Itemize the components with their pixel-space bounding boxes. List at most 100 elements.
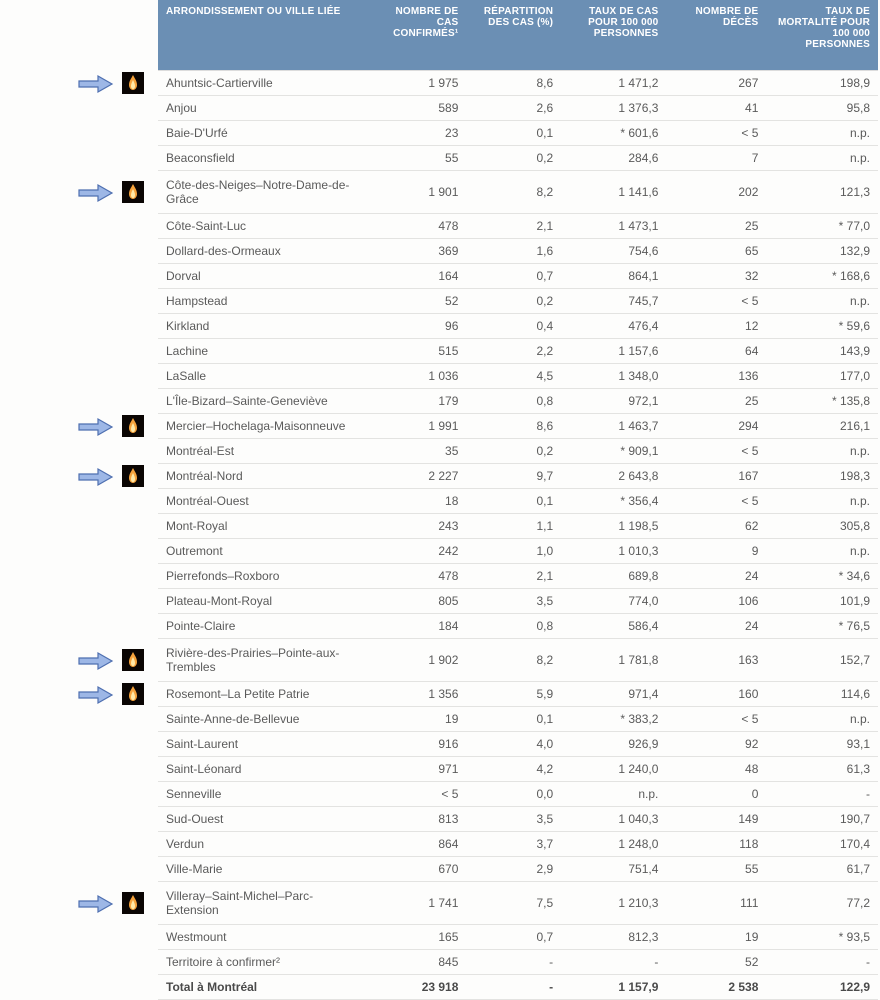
cell-rate: 745,7 <box>561 289 666 314</box>
cell-mrate: 305,8 <box>766 514 878 539</box>
cell-cases: 18 <box>374 489 467 514</box>
cell-deaths: 12 <box>666 314 766 339</box>
cell-cases: 1 991 <box>374 414 467 439</box>
cell-cases: 1 741 <box>374 882 467 925</box>
cell-pct: 0,7 <box>466 264 561 289</box>
cell-rate: 1 010,3 <box>561 539 666 564</box>
cell-mrate: 132,9 <box>766 239 878 264</box>
cell-rate: 864,1 <box>561 264 666 289</box>
cell-name: Villeray–Saint-Michel–Parc-Extension <box>158 882 374 925</box>
cell-mrate: n.p. <box>766 707 878 732</box>
table-row: Montréal-Nord2 2279,72 643,8167198,3 <box>158 464 878 489</box>
cell-mrate: n.p. <box>766 439 878 464</box>
cell-rate: * 909,1 <box>561 439 666 464</box>
cell-cases: 589 <box>374 96 467 121</box>
cell-rate: 2 643,8 <box>561 464 666 489</box>
cell-mrate: 170,4 <box>766 832 878 857</box>
cell-deaths: 0 <box>666 782 766 807</box>
cell-rate: 1 157,9 <box>561 975 666 1000</box>
cell-deaths: < 5 <box>666 289 766 314</box>
cell-name: Saint-Léonard <box>158 757 374 782</box>
cell-deaths: 55 <box>666 857 766 882</box>
arrow-icon <box>78 894 114 912</box>
cell-cases: 1 901 <box>374 171 467 214</box>
cell-pct: 0,1 <box>466 707 561 732</box>
cell-pct: 4,0 <box>466 732 561 757</box>
cell-mrate: 152,7 <box>766 639 878 682</box>
cell-deaths: 92 <box>666 732 766 757</box>
cell-deaths: 41 <box>666 96 766 121</box>
cell-cases: 515 <box>374 339 467 364</box>
cell-mrate: - <box>766 782 878 807</box>
cell-rate: 1 471,2 <box>561 71 666 96</box>
cell-rate: 1 141,6 <box>561 171 666 214</box>
cell-name: Montréal-Ouest <box>158 489 374 514</box>
cell-pct: 2,2 <box>466 339 561 364</box>
cell-name: Mont-Royal <box>158 514 374 539</box>
table-row: Ahuntsic-Cartierville1 9758,61 471,22671… <box>158 71 878 96</box>
cell-name: Rivière-des-Prairies–Pointe-aux-Trembles <box>158 639 374 682</box>
table-row: Rosemont–La Petite Patrie1 3565,9971,416… <box>158 682 878 707</box>
cell-mrate: 95,8 <box>766 96 878 121</box>
cell-mrate: 61,7 <box>766 857 878 882</box>
row-marker <box>78 649 144 671</box>
cell-pct: 2,6 <box>466 96 561 121</box>
table-row: Total à Montréal23 918-1 157,92 538122,9 <box>158 975 878 1000</box>
cell-mrate: 190,7 <box>766 807 878 832</box>
cell-deaths: 294 <box>666 414 766 439</box>
table-row: Anjou5892,61 376,34195,8 <box>158 96 878 121</box>
flame-icon <box>122 181 144 203</box>
cell-pct: 7,5 <box>466 882 561 925</box>
cell-rate: 1 781,8 <box>561 639 666 682</box>
cell-mrate: n.p. <box>766 146 878 171</box>
cell-rate: 1 210,3 <box>561 882 666 925</box>
table-row: L'Île-Bizard–Sainte-Geneviève1790,8972,1… <box>158 389 878 414</box>
cell-deaths: 62 <box>666 514 766 539</box>
cell-mrate: 177,0 <box>766 364 878 389</box>
cell-deaths: 25 <box>666 214 766 239</box>
cell-mrate: * 135,8 <box>766 389 878 414</box>
flame-icon <box>122 649 144 671</box>
cell-deaths: 65 <box>666 239 766 264</box>
cell-rate: 751,4 <box>561 857 666 882</box>
flame-icon <box>122 683 144 705</box>
cell-deaths: 48 <box>666 757 766 782</box>
cell-rate: n.p. <box>561 782 666 807</box>
cell-pct: 9,7 <box>466 464 561 489</box>
cell-deaths: < 5 <box>666 121 766 146</box>
cell-name: Beaconsfield <box>158 146 374 171</box>
cell-name: Mercier–Hochelaga-Maisonneuve <box>158 414 374 439</box>
cell-cases: 23 918 <box>374 975 467 1000</box>
row-marker <box>78 72 144 94</box>
cell-mrate: n.p. <box>766 121 878 146</box>
cell-name: Westmount <box>158 925 374 950</box>
cell-rate: 1 040,3 <box>561 807 666 832</box>
arrow-icon <box>78 74 114 92</box>
cell-rate: 1 157,6 <box>561 339 666 364</box>
row-marker <box>78 892 144 914</box>
cell-pct: - <box>466 975 561 1000</box>
cell-mrate: * 76,5 <box>766 614 878 639</box>
cell-deaths: 267 <box>666 71 766 96</box>
cell-deaths: 25 <box>666 389 766 414</box>
cell-cases: 19 <box>374 707 467 732</box>
cell-name: Total à Montréal <box>158 975 374 1000</box>
cell-pct: 1,6 <box>466 239 561 264</box>
row-marker <box>78 683 144 705</box>
header-rate: TAUX DE CAS POUR 100 000 PERSONNES <box>561 0 666 71</box>
cell-mrate: 198,9 <box>766 71 878 96</box>
cell-pct: 3,5 <box>466 807 561 832</box>
cell-mrate: * 93,5 <box>766 925 878 950</box>
cell-name: Côte-Saint-Luc <box>158 214 374 239</box>
cell-rate: 812,3 <box>561 925 666 950</box>
table-row: Pierrefonds–Roxboro4782,1689,824* 34,6 <box>158 564 878 589</box>
cell-mrate: 93,1 <box>766 732 878 757</box>
cell-name: Montréal-Nord <box>158 464 374 489</box>
cell-cases: 243 <box>374 514 467 539</box>
table-row: Mercier–Hochelaga-Maisonneuve1 9918,61 4… <box>158 414 878 439</box>
cell-pct: 0,7 <box>466 925 561 950</box>
table-row: Plateau-Mont-Royal8053,5774,0106101,9 <box>158 589 878 614</box>
cell-pct: 0,1 <box>466 121 561 146</box>
table-row: Outremont2421,01 010,39n.p. <box>158 539 878 564</box>
cell-mrate: 121,3 <box>766 171 878 214</box>
